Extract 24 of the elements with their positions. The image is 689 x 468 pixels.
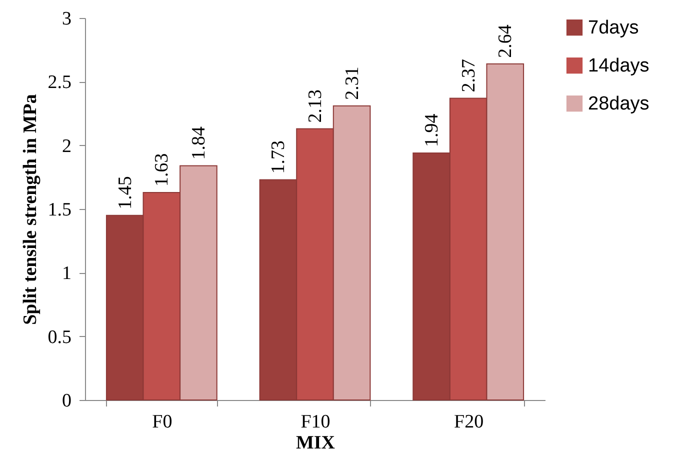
legend-label: 7days xyxy=(588,18,639,38)
data-label: 2.13 xyxy=(305,90,326,123)
y-tick-label: 2.5 xyxy=(48,72,72,94)
data-label: 1.94 xyxy=(422,113,443,147)
y-tick-label: 0.5 xyxy=(48,326,72,348)
legend-label: 14days xyxy=(588,56,650,76)
legend-label: 28days xyxy=(588,94,650,114)
data-label: 2.31 xyxy=(342,66,363,100)
data-label: 2.64 xyxy=(495,24,516,58)
data-label: 1.45 xyxy=(114,176,136,210)
y-tick-label: 2 xyxy=(62,136,72,157)
x-tick-label: F20 xyxy=(454,412,484,432)
y-tick-label: 1.5 xyxy=(48,200,72,220)
x-tick-label: F0 xyxy=(152,412,172,432)
data-label: 2.37 xyxy=(458,58,480,92)
data-label: 1.84 xyxy=(188,126,210,160)
data-label: 1.73 xyxy=(268,140,290,174)
data-label: 1.63 xyxy=(152,153,173,186)
y-tick-label: 0 xyxy=(62,390,72,412)
y-tick-label: 1 xyxy=(62,263,72,284)
x-tick-label: F10 xyxy=(300,412,330,432)
y-axis-title: Split tensile strength in MPa xyxy=(20,94,41,325)
y-tick-label: 3 xyxy=(62,8,72,30)
x-axis-title: MIX xyxy=(296,432,336,454)
